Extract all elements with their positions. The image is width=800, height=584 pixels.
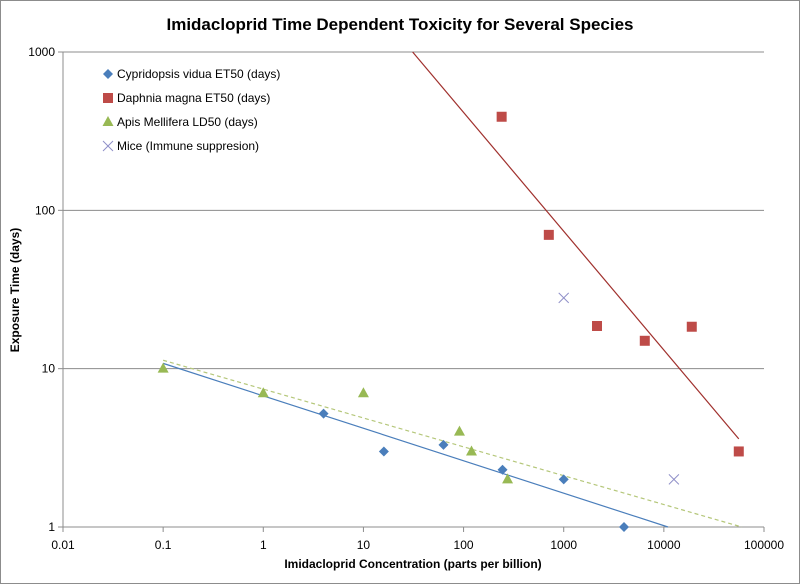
legend-entry-cypridopsis: Cypridopsis vidua ET50 (days) [117,67,280,81]
x-tick-label: 1 [260,538,267,552]
apis-point [466,445,478,456]
daphnia-trendline [412,51,740,440]
y-axis-label: Exposure Time (days) [8,228,22,353]
x-tick-label: 1000 [550,538,577,552]
cypridopsis-point [558,474,569,485]
mice-point [558,292,570,304]
x-tick-label: 0.1 [155,538,172,552]
daphnia-point [639,335,650,346]
y-tick-label: 1000 [28,45,55,59]
mice-point [668,473,680,485]
daphnia-point [543,229,554,240]
cypridopsis-point [438,439,449,450]
daphnia-point [592,320,603,331]
apis-point [453,425,465,436]
legend-marker-mice [102,140,114,152]
apis-trendline [162,359,742,528]
legend-marker-cypridopsis [103,69,113,79]
x-tick-label: 100 [454,538,474,552]
chart-title: Imidacloprid Time Dependent Toxicity for… [166,15,633,34]
apis-point [502,473,514,484]
legend-entry-daphnia: Daphnia magna ET50 (days) [117,91,270,105]
legend-marker-daphnia [103,93,113,103]
daphnia-point [496,111,507,122]
x-axis-label: Imidacloprid Concentration (parts per bi… [284,557,541,571]
y-tick-label: 1 [48,520,55,534]
cypridopsis-trendline [162,362,669,528]
x-tick-label: 0.01 [51,538,75,552]
cypridopsis-point [378,446,389,457]
apis-point [257,387,269,398]
x-stroke [102,140,114,152]
x-stroke [668,473,680,485]
legend-entry-apis: Apis Mellifera LD50 (days) [117,115,258,129]
x-tick-label: 10000 [647,538,681,552]
daphnia-point [686,321,697,332]
apis-point [157,362,169,373]
y-tick-label: 10 [42,362,56,376]
cypridopsis-point [318,408,329,419]
apis-point [357,387,369,398]
cypridopsis-point [497,464,508,475]
y-tick-label: 100 [35,203,55,217]
x-stroke [558,292,570,304]
x-tick-label: 10 [357,538,371,552]
legend-entry-mice: Mice (Immune suppresion) [117,139,259,153]
cypridopsis-point [619,522,630,532]
x-tick-label: 100000 [744,538,784,552]
legend-marker-apis [102,116,114,126]
daphnia-point [733,446,744,457]
